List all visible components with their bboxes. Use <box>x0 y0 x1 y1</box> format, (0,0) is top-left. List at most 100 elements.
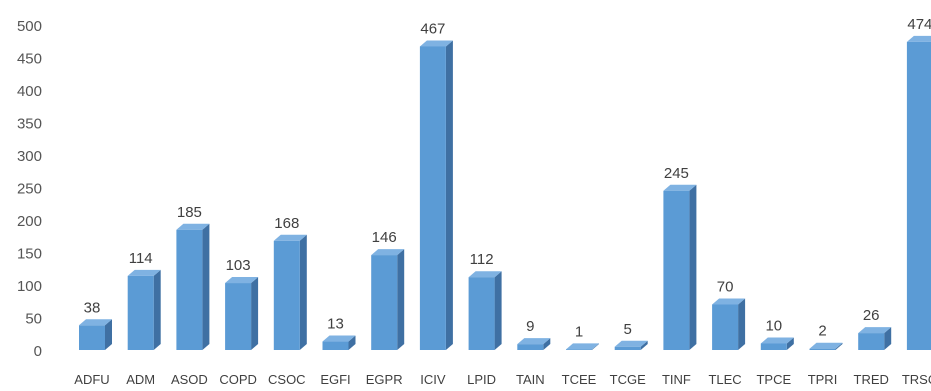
value-label: 13 <box>327 316 344 333</box>
bar-tinf <box>663 184 697 350</box>
bar-top <box>760 337 794 344</box>
x-tick-label: ADFU <box>74 372 109 387</box>
value-label: 474 <box>907 16 931 33</box>
bar-front <box>468 277 495 350</box>
bar-top <box>322 335 356 342</box>
bar-top <box>419 40 453 47</box>
x-tick-label: ICIV <box>420 372 446 387</box>
bar-side <box>835 342 843 350</box>
bar-copd <box>225 277 259 350</box>
bar-top <box>127 269 161 276</box>
y-tick-label: 500 <box>17 18 42 35</box>
x-tick-label: LPID <box>467 372 496 387</box>
bar-top <box>858 327 892 334</box>
value-label: 103 <box>226 257 251 274</box>
bar-front <box>566 349 592 350</box>
bar-top <box>225 277 259 284</box>
value-label: 168 <box>274 215 299 232</box>
bar-side <box>348 335 356 350</box>
bar-top <box>468 271 502 278</box>
bar-front <box>273 240 300 350</box>
bar-front <box>809 348 836 350</box>
y-axis: 0 50 100 150 200 250 300 350 400 450 500 <box>17 18 42 360</box>
bar-top <box>906 35 931 42</box>
bar-side <box>153 269 161 350</box>
bar-egpr <box>371 249 405 350</box>
bar-side <box>640 340 648 350</box>
value-label: 245 <box>664 165 689 182</box>
y-tick-label: 400 <box>17 83 42 100</box>
value-label: 467 <box>420 20 445 37</box>
bar-tpce <box>760 337 794 350</box>
value-label: 146 <box>372 229 397 246</box>
bar-side <box>445 40 453 350</box>
bar-top <box>176 223 210 230</box>
bar-asod <box>176 223 210 350</box>
value-label: 114 <box>129 250 153 267</box>
bar-iciv <box>419 40 453 350</box>
bar-front <box>419 46 446 350</box>
y-tick-label: 200 <box>17 213 42 230</box>
x-tick-label: ADM <box>126 372 155 387</box>
bar-front <box>176 229 203 350</box>
bar-top <box>712 298 746 305</box>
x-tick-label: TINF <box>662 372 691 387</box>
y-tick-label: 450 <box>17 51 42 68</box>
bar-top <box>517 338 551 345</box>
bar-tlec <box>712 298 746 350</box>
bar-front <box>712 304 739 350</box>
bar-side <box>105 319 112 350</box>
bar-egfi <box>322 335 356 350</box>
x-axis: ADFU ADM ASOD COPD CSOC EGFI EGPR ICIV LPID TAIN T… <box>74 372 931 387</box>
value-label: 70 <box>717 279 734 296</box>
value-label: 26 <box>863 307 880 324</box>
value-labels: 38 114 185 103 168 13 146 467 112 9 1 5 245 70 10 2 26 47… <box>84 16 931 340</box>
bar-front <box>79 325 105 350</box>
bar-lpid <box>468 271 502 350</box>
bar-side <box>738 298 746 350</box>
bar-top <box>566 343 599 350</box>
value-label: 185 <box>177 204 202 221</box>
x-tick-label: TCEE <box>562 372 597 387</box>
bar-tcge <box>614 340 648 350</box>
value-label: 10 <box>765 318 782 335</box>
bar-side <box>397 249 405 350</box>
bar-side <box>689 184 697 350</box>
bar-side <box>543 338 551 350</box>
x-tick-label: TCGE <box>610 372 646 387</box>
bar-top <box>809 342 843 349</box>
x-tick-label: TPRI <box>808 372 838 387</box>
value-label: 2 <box>818 323 826 340</box>
x-tick-label: TAIN <box>516 372 545 387</box>
value-label: 1 <box>575 323 583 340</box>
x-tick-label: ASOD <box>171 372 208 387</box>
x-tick-label: EGFI <box>320 372 350 387</box>
bar-front <box>225 283 252 350</box>
bar-front <box>906 41 931 351</box>
bar-side <box>202 223 210 350</box>
bar-side <box>494 271 502 350</box>
y-tick-label: 50 <box>25 311 42 328</box>
bar-trso <box>906 35 931 351</box>
bar-front <box>760 343 787 350</box>
y-tick-label: 350 <box>17 116 42 133</box>
bar-top <box>663 184 697 191</box>
x-tick-label: TPCE <box>756 372 791 387</box>
bar-top <box>371 249 405 256</box>
bar-adm <box>127 269 161 350</box>
value-label: 9 <box>526 318 534 335</box>
bar-front <box>371 255 398 350</box>
bar-tcee <box>566 343 599 350</box>
value-label: 5 <box>624 321 632 338</box>
bar-top <box>273 234 307 241</box>
bar-adfu <box>79 319 112 350</box>
bar-csoc <box>273 234 307 350</box>
bar-front <box>517 344 544 350</box>
bar-side <box>299 234 307 350</box>
bar-front <box>322 341 349 350</box>
bar-side <box>251 277 259 350</box>
bar-top <box>79 319 112 326</box>
y-tick-label: 0 <box>34 343 42 360</box>
bar-tain <box>517 338 551 350</box>
